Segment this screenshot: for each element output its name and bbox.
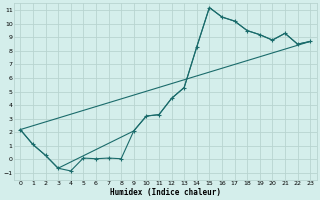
X-axis label: Humidex (Indice chaleur): Humidex (Indice chaleur) [110, 188, 221, 197]
